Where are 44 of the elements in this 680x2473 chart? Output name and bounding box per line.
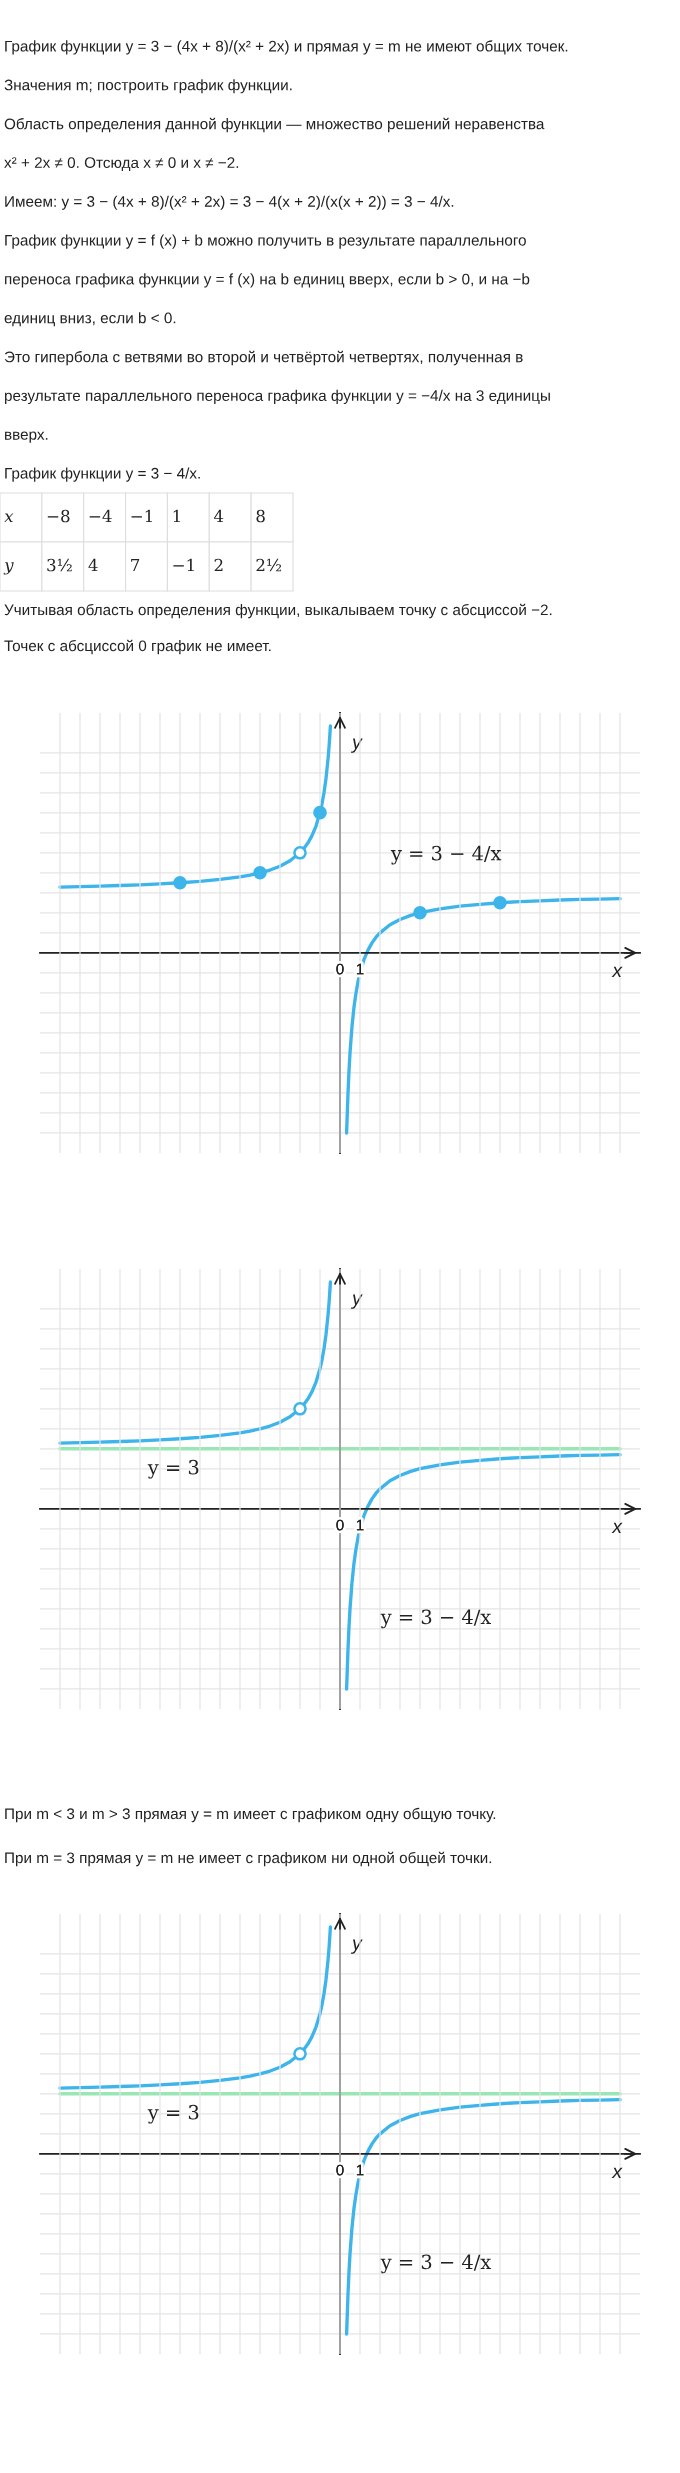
text: Учитывая область определения функции, выкалываем точку с абсциссой −2. [4, 603, 552, 619]
y-axis-title: y [350, 738, 363, 753]
text: 4 [88, 558, 98, 572]
x-tick-label: 0 [336, 1519, 344, 1531]
text: 7 [131, 558, 140, 572]
text: вверх. [5, 431, 48, 443]
text: y [3, 562, 14, 575]
x-tick-label: 0 [336, 963, 344, 975]
text: единиц вниз, если b < 0. [4, 312, 176, 327]
text: Это гипербола с ветвями во второй и четвёртой четвертях, полученная в [4, 350, 523, 366]
text: 2 [214, 558, 223, 572]
text: При m = 3 прямая y = m не имеет с графиком ни одной общей точки. [5, 1851, 492, 1867]
text: При m < 3 и m > 3 прямая y = m имеет с графиком одну общую точку. [5, 1807, 496, 1823]
text: x² + 2x ≠ 0. Отсюда x ≠ 0 и x ≠ −2. [4, 157, 239, 171]
x-axis-title: x [611, 966, 623, 977]
text: Имеем: y = 3 − (4x + 8)/(x² + 2x) = 3 − 4(x + 2)/(x(x + 2)) = 3 − 4/x. [5, 195, 454, 210]
series-label: y = 3 − 4/x [380, 2254, 492, 2274]
series-label: y = 3 − 4/x [380, 1609, 492, 1629]
text: Значения m; построить график функции. [4, 79, 292, 94]
text: Точек с абсциссой 0 график не имеет. [4, 639, 271, 655]
series-label: y = 3 [147, 1459, 199, 1479]
category-label: −1 [131, 509, 152, 523]
category-label: −4 [89, 509, 112, 523]
series-label: y = 3 − 4/x [390, 845, 502, 865]
x-axis-title: x [611, 2167, 623, 2178]
text: 3½ [47, 558, 72, 572]
category-label: 1 [173, 509, 180, 523]
text: Область определения данной функции — множество решений неравенства [4, 117, 545, 133]
text: −1 [173, 558, 194, 572]
y-axis-title: y [350, 1294, 363, 1309]
text: График функции y = f (x) + b можно получить в результате параллельного [5, 234, 526, 249]
text: переноса графика функции y = f (x) на b единиц вверх, если b > 0, и на −b [5, 273, 530, 288]
category-label: 4 [213, 509, 224, 523]
series-label: y = 3 [147, 2104, 199, 2124]
text: График функции y = 3 − 4/x. [5, 467, 200, 482]
x-tick-label: 0 [336, 2164, 344, 2176]
text: График функции y = 3 − (4x + 8)/(x² + 2x) и прямая y = m не имеют общих точек. [5, 40, 568, 55]
category-label: 8 [256, 509, 265, 523]
category-label: −8 [47, 509, 70, 523]
text: 2½ [256, 558, 282, 572]
y-axis-title: y [350, 1939, 363, 1954]
x-axis-title: x [611, 1522, 623, 1533]
text: x [4, 513, 14, 523]
text: результате параллельного переноса графика функции y = −4/x на 3 единицы [4, 389, 550, 405]
